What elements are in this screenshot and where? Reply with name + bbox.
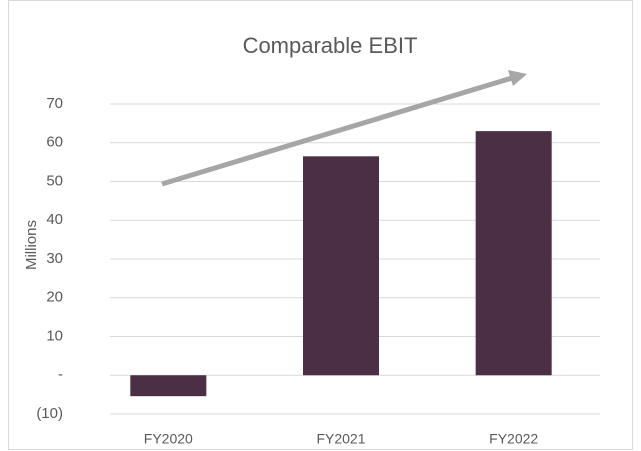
y-tick-label: 20 <box>46 289 63 306</box>
y-tick-label: (10) <box>36 405 63 422</box>
y-tick-label: 60 <box>46 134 63 151</box>
y-tick-label: 50 <box>46 172 63 189</box>
y-tick-label: - <box>58 366 63 383</box>
trend-arrow-head <box>508 70 527 86</box>
bar <box>130 375 207 397</box>
y-tick-label: 40 <box>46 211 63 228</box>
x-tick-label: FY2020 <box>144 431 193 447</box>
trend-arrow <box>161 75 513 187</box>
y-tick-label: 30 <box>46 250 63 267</box>
y-axis-label: Millions <box>23 220 40 270</box>
bar <box>303 156 379 376</box>
chart-title: Comparable EBIT <box>243 33 418 58</box>
y-tick-label: 10 <box>46 327 63 344</box>
bar <box>475 131 552 376</box>
x-tick-label: FY2021 <box>316 431 365 447</box>
x-tick-label: FY2022 <box>489 431 538 447</box>
bars <box>130 131 552 397</box>
y-tick-label: 70 <box>46 95 63 112</box>
